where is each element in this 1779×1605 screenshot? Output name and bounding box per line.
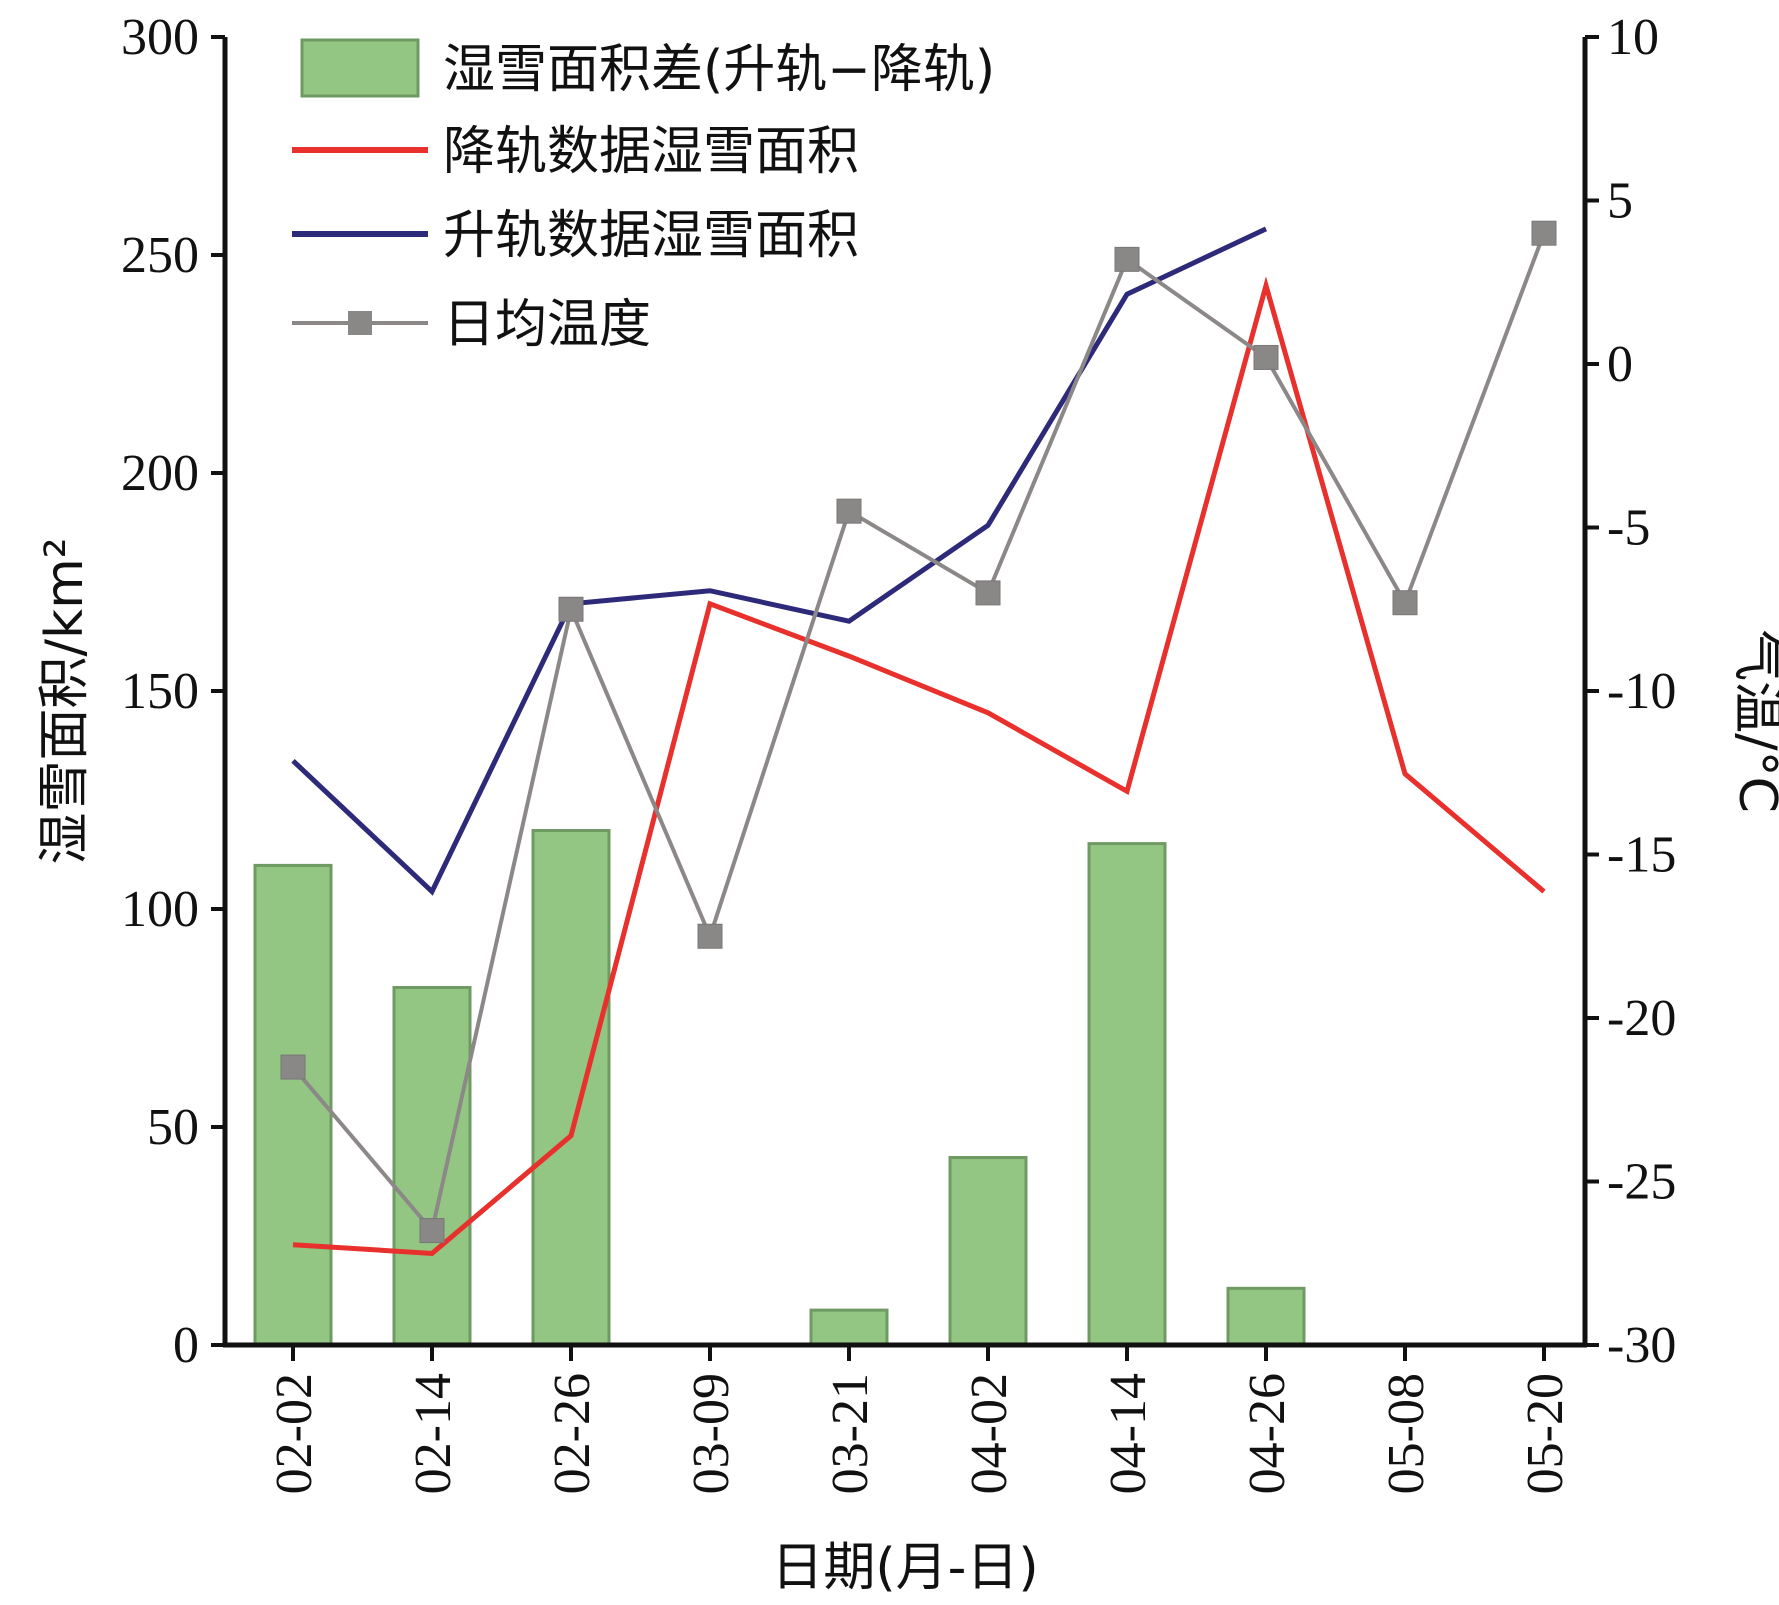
y-axis-right-title: 气温/°C <box>1727 629 1779 813</box>
x-tick-label: 05-20 <box>1517 1373 1574 1494</box>
y-left-tick-label: 250 <box>121 227 199 284</box>
legend-item-1: 降轨数据湿雪面积 <box>292 122 859 182</box>
temperature-point <box>697 923 723 949</box>
x-tick-label: 02-26 <box>544 1373 601 1494</box>
y-right-tick-label: 5 <box>1607 173 1633 230</box>
x-tick-label: 04-02 <box>961 1373 1018 1494</box>
x-tick-label: 03-21 <box>822 1373 879 1494</box>
y-right-tick-label: -15 <box>1607 827 1676 884</box>
temperature-point <box>419 1218 445 1244</box>
x-tick-label: 04-14 <box>1100 1373 1157 1494</box>
bar-04-26 <box>1226 1286 1306 1347</box>
lines-layer <box>280 220 1557 1256</box>
bar-02-02 <box>253 863 333 1347</box>
series-line-2 <box>291 226 1268 896</box>
temperature-point <box>836 498 862 524</box>
bar-04-02 <box>948 1156 1028 1347</box>
x-tick-label: 04-26 <box>1239 1373 1296 1494</box>
x-tick-label: 03-09 <box>683 1373 740 1494</box>
legend-item-3: 日均温度 <box>292 295 651 355</box>
bar-04-14 <box>1087 842 1167 1347</box>
y-right-tick-label: -30 <box>1607 1317 1676 1374</box>
x-tick-label: 05-08 <box>1378 1373 1435 1494</box>
y-right-tick-label: -10 <box>1607 663 1676 720</box>
y-left-tick-label: 50 <box>147 1099 199 1156</box>
y-right-tick-label: -5 <box>1607 500 1650 557</box>
y-right-tick-label: 10 <box>1607 9 1659 66</box>
y-right-tick-label: -20 <box>1607 990 1676 1047</box>
axes-layer: 0 50 100 150 200 250 300 -30 -25 -20 -15 -10 -5 0 5 10 0… <box>121 9 1676 1494</box>
bar-02-14 <box>392 985 472 1347</box>
temperature-point <box>975 580 1001 606</box>
legend-label: 日均温度 <box>443 295 651 355</box>
legend-swatch <box>300 38 420 98</box>
y-left-tick-label: 0 <box>173 1317 199 1374</box>
y-left-tick-label: 300 <box>121 9 199 66</box>
series-line-1 <box>292 276 1546 1256</box>
bar-02-26 <box>531 829 611 1347</box>
y-right-tick-label: 0 <box>1607 336 1633 393</box>
temperature-point <box>1392 590 1418 616</box>
bar-03-21 <box>809 1308 889 1347</box>
series-line-3 <box>291 232 1546 1235</box>
legend-item-2: 升轨数据湿雪面积 <box>292 206 859 266</box>
y-right-tick-label: -25 <box>1607 1154 1676 1211</box>
temperature-point <box>558 596 584 622</box>
legend-marker <box>348 311 372 335</box>
y-left-tick-label: 150 <box>121 663 199 720</box>
temperature-point <box>280 1054 306 1080</box>
legend-item-0: 湿雪面积差(升轨−降轨) <box>300 38 995 100</box>
temperature-point <box>1253 344 1279 370</box>
temperature-point <box>1531 220 1557 246</box>
y-axis-left-title: 湿雪面积/km² <box>35 537 95 864</box>
y-left-tick-label: 200 <box>121 445 199 502</box>
bars-layer <box>253 829 1306 1347</box>
legend-label: 湿雪面积差(升轨−降轨) <box>443 40 995 100</box>
legend-label: 降轨数据湿雪面积 <box>443 122 859 182</box>
y-left-tick-label: 100 <box>121 881 199 938</box>
legend-label: 升轨数据湿雪面积 <box>443 206 859 266</box>
x-axis-title: 日期(月-日) <box>771 1538 1038 1598</box>
x-tick-label: 02-02 <box>266 1373 323 1494</box>
temperature-point <box>1114 246 1140 272</box>
x-tick-label: 02-14 <box>405 1373 462 1494</box>
